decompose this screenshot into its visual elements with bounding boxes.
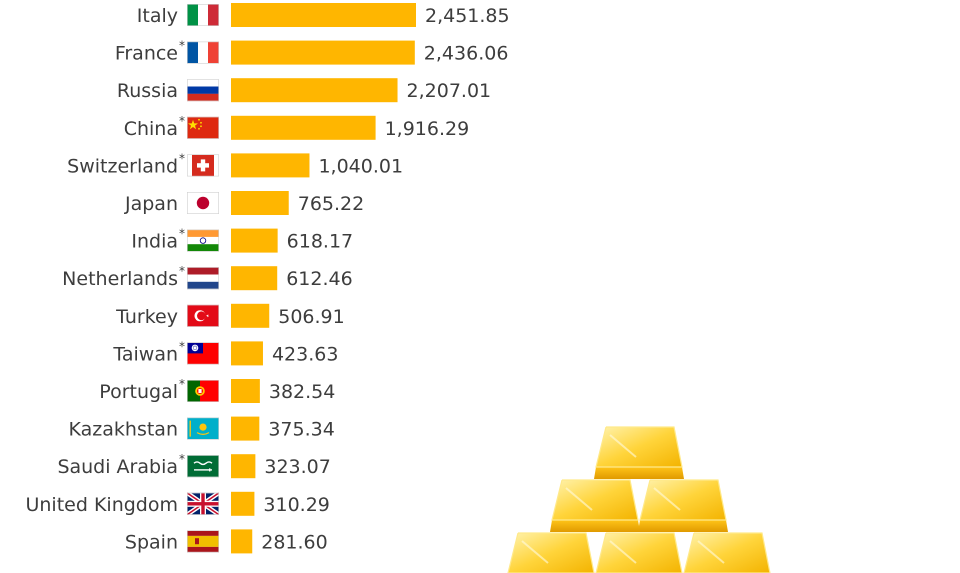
bar	[231, 303, 270, 328]
value-label: 323.07	[264, 456, 330, 478]
country-label: Italy	[137, 5, 178, 27]
country-label: France	[115, 43, 178, 65]
russia-flag-icon	[187, 79, 219, 102]
footnote-asterisk: *	[179, 377, 185, 391]
value-label: 765.22	[298, 193, 364, 215]
bar	[231, 529, 253, 554]
gold-bar-icon	[550, 479, 640, 532]
chart-row: India * 618.17	[131, 227, 353, 253]
netherlands-flag-icon	[187, 267, 219, 290]
bar	[231, 40, 415, 65]
value-label: 375.34	[268, 419, 334, 441]
country-label: India	[131, 231, 178, 253]
footnote-asterisk: *	[179, 264, 185, 278]
country-label: Turkey	[115, 306, 178, 328]
china-flag-icon	[187, 116, 219, 139]
footnote-asterisk: *	[179, 39, 185, 53]
japan-flag-icon	[187, 192, 219, 214]
country-label: China	[124, 118, 178, 140]
value-label: 2,207.01	[407, 80, 492, 102]
turkey-flag-icon	[187, 304, 219, 327]
country-label: Switzerland	[67, 155, 178, 177]
country-label: Japan	[124, 193, 178, 215]
chart-row: Spain 281.60	[125, 529, 328, 554]
bar	[231, 266, 278, 291]
chart-row: Japan 765.22	[124, 191, 364, 215]
bar	[231, 78, 398, 103]
country-label: Kazakhstan	[69, 419, 178, 441]
kazakhstan-flag-icon	[187, 417, 219, 440]
bar	[231, 379, 260, 403]
bar	[231, 416, 260, 441]
footnote-asterisk: *	[179, 151, 185, 165]
value-label: 1,916.29	[385, 118, 470, 140]
italy-flag-icon	[187, 4, 219, 26]
chart-row: Portugal * 382.54	[99, 377, 335, 403]
chart-row: Italy 2,451.85	[137, 3, 510, 27]
bar	[231, 454, 256, 479]
chart-row: France * 2,436.06	[115, 39, 509, 65]
footnote-asterisk: *	[179, 452, 185, 466]
value-label: 1,040.01	[318, 155, 403, 177]
chart-row: Turkey 506.91	[115, 303, 345, 328]
gold-bars-illustration	[507, 426, 771, 573]
gold-bar-icon	[594, 426, 684, 479]
india-flag-icon	[187, 229, 219, 252]
country-label: Saudi Arabia	[57, 456, 178, 478]
country-label: Russia	[117, 80, 178, 102]
footnote-asterisk: *	[179, 114, 185, 128]
chart-row: China * 1,916.29	[124, 114, 469, 140]
gold-bar-icon	[507, 532, 595, 573]
gold-bar-icon	[638, 479, 728, 532]
bar	[231, 153, 310, 178]
chart-row: Taiwan * 423.63	[112, 339, 338, 366]
country-label: United Kingdom	[25, 494, 178, 516]
chart-row: Kazakhstan 375.34	[69, 416, 335, 441]
bar	[231, 341, 263, 366]
bar	[231, 228, 278, 253]
country-label: Taiwan	[112, 343, 178, 365]
value-label: 310.29	[263, 494, 329, 516]
chart-row: Switzerland * 1,040.01	[67, 151, 403, 178]
bar	[231, 115, 376, 140]
footnote-asterisk: *	[179, 339, 185, 353]
country-label: Netherlands	[62, 268, 178, 290]
portugal-flag-icon	[187, 380, 219, 402]
saudi-arabia-flag-icon	[187, 455, 219, 478]
value-label: 506.91	[278, 306, 344, 328]
value-label: 281.60	[261, 531, 327, 553]
footnote-asterisk: *	[179, 227, 185, 241]
bar	[231, 3, 416, 27]
bar	[231, 491, 255, 516]
value-label: 612.46	[286, 268, 352, 290]
value-label: 2,451.85	[425, 5, 510, 27]
gold-bar-icon	[683, 532, 771, 573]
chart-row: Russia 2,207.01	[117, 78, 492, 103]
value-label: 423.63	[272, 343, 338, 365]
uk-flag-icon	[187, 492, 219, 515]
bar	[231, 191, 289, 215]
taiwan-flag-icon	[187, 342, 219, 365]
france-flag-icon	[187, 41, 219, 64]
chart-row: Saudi Arabia * 323.07	[57, 452, 331, 479]
gold-bar-icon	[595, 532, 683, 573]
switzerland-flag-icon	[187, 154, 219, 177]
country-label: Spain	[125, 531, 178, 553]
chart-row: Netherlands * 612.46	[62, 264, 353, 291]
value-label: 618.17	[287, 231, 353, 253]
value-label: 382.54	[269, 381, 335, 403]
value-label: 2,436.06	[424, 43, 509, 65]
chart-row: United Kingdom 310.29	[25, 491, 330, 516]
country-label: Portugal	[99, 381, 178, 403]
spain-flag-icon	[187, 530, 219, 553]
